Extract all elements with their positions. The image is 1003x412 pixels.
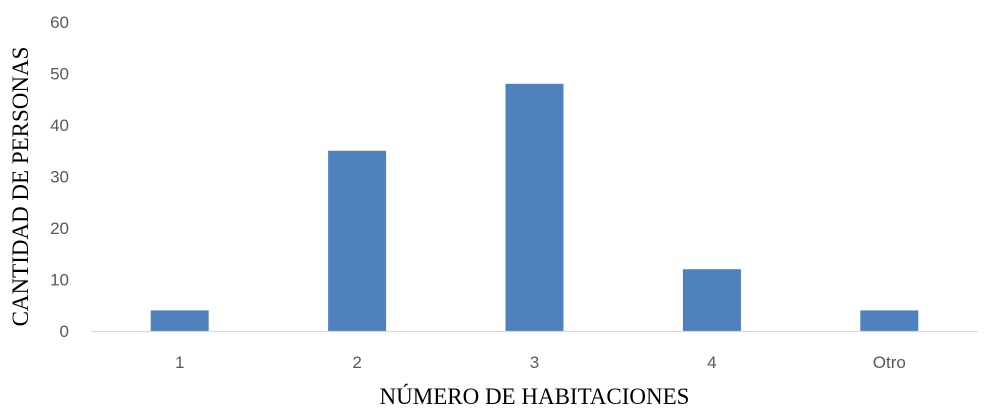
y-tick-label: 40 — [50, 116, 69, 135]
x-axis-ticks: 1 2 3 4 Otro — [175, 353, 906, 372]
x-axis-title: NÚMERO DE HABITACIONES — [380, 383, 690, 409]
y-tick-label: 20 — [50, 219, 69, 238]
y-tick-label: 50 — [50, 65, 69, 84]
y-axis-title: CANTIDAD DE PERSONAS — [8, 47, 33, 327]
y-tick-label: 30 — [50, 168, 69, 187]
x-tick-label: 3 — [530, 353, 539, 372]
bar-otro — [860, 310, 919, 331]
x-tick-label: Otro — [873, 353, 906, 372]
bar-4 — [682, 269, 741, 331]
x-tick-label: 4 — [707, 353, 716, 372]
bar-1 — [150, 310, 209, 331]
x-tick-label: 2 — [352, 353, 361, 372]
y-axis-ticks: 0 10 20 30 40 50 60 — [50, 13, 69, 341]
bars — [150, 83, 919, 331]
x-tick-label: 1 — [175, 353, 184, 372]
bar-2 — [328, 150, 387, 331]
bar-3 — [505, 83, 564, 331]
y-tick-label: 60 — [50, 13, 69, 32]
y-tick-label: 0 — [60, 322, 69, 341]
y-tick-label: 10 — [50, 271, 69, 290]
